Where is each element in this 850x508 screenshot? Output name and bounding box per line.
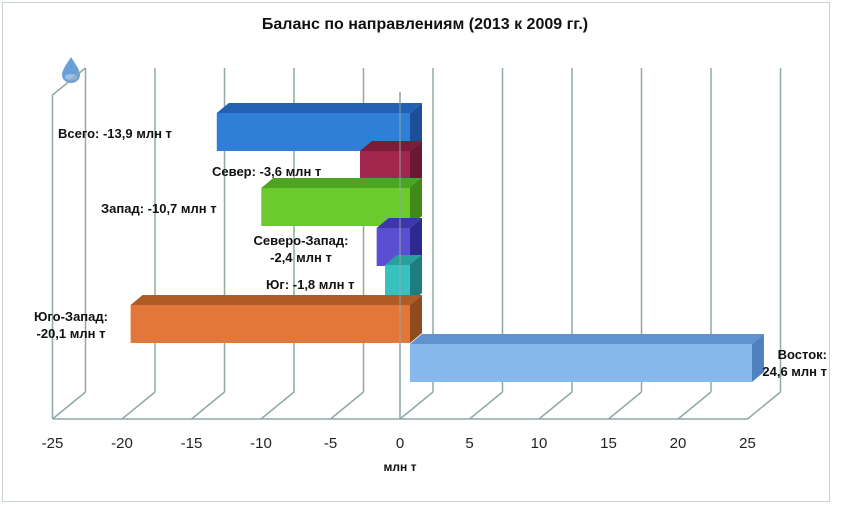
data-label-line: Юго-Запад: (34, 309, 108, 324)
data-label-line: Северо-Запад: (253, 233, 349, 248)
data-label: Юг: -1,8 млн т (266, 276, 354, 293)
data-label-line: Север: -3,6 млн т (212, 164, 322, 179)
data-label: Восток: 24,6 млн т (745, 346, 827, 380)
data-label-line: Всего: -13,9 млн т (58, 126, 172, 141)
data-label-line: Восток: (777, 347, 827, 362)
x-tick-label: 20 (670, 435, 687, 452)
data-label-line: 24,6 млн т (762, 364, 827, 379)
data-label: Юго-Запад: -20,1 млн т (16, 308, 126, 342)
data-label-line: -20,1 млн т (36, 326, 106, 341)
x-tick-label: -15 (181, 435, 203, 452)
x-tick-label: 5 (465, 435, 473, 452)
data-label-line: -2,4 млн т (270, 250, 332, 265)
data-label: Север: -3,6 млн т (212, 163, 321, 180)
x-tick-label: -10 (250, 435, 272, 452)
data-label-line: Запад: -10,7 млн т (101, 201, 217, 216)
data-label-line: Юг: -1,8 млн т (266, 277, 355, 292)
x-axis-label: млн т (383, 460, 417, 474)
bar-Юго-Запад (130, 295, 423, 343)
data-label: Северо-Запад: -2,4 млн т (243, 232, 359, 266)
x-tick-label: -5 (324, 435, 337, 452)
x-tick-label: 10 (531, 435, 548, 452)
chart-frame (2, 2, 830, 502)
data-label: Запад: -10,7 млн т (101, 200, 217, 217)
x-tick-label: 25 (739, 435, 756, 452)
x-tick-label: 0 (396, 435, 404, 452)
x-axis-ticks: -25 -20 -15 -10 -5 0 5 10 15 20 25 (42, 435, 756, 452)
chart-title: Баланс по направлениям (2013 к 2009 гг.) (261, 16, 589, 33)
data-label: Всего: -13,9 млн т (58, 125, 172, 142)
bar-Восток (410, 334, 764, 382)
side-wall (51, 67, 86, 419)
x-tick-label: -20 (111, 435, 133, 452)
bars (130, 103, 764, 382)
bar-Запад (261, 178, 422, 226)
x-tick-label: 15 (600, 435, 617, 452)
x-tick-label: -25 (42, 435, 64, 452)
